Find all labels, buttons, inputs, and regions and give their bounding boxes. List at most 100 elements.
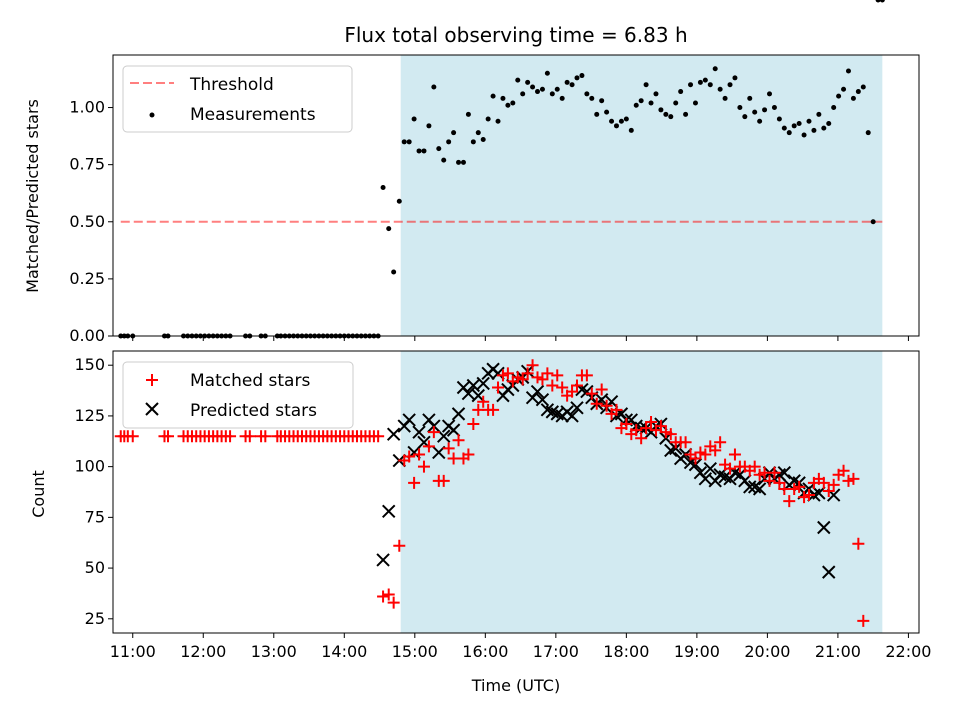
measurement-point	[757, 118, 763, 124]
matched-point	[437, 474, 450, 487]
matched-point	[541, 367, 554, 380]
measurement-point	[456, 159, 462, 165]
measurement-point	[480, 137, 486, 143]
measurement-point	[386, 226, 392, 232]
measurement-point	[604, 109, 610, 115]
measurement-point	[762, 107, 768, 113]
x-tick-label: 14:00	[321, 642, 367, 661]
matched-point	[724, 462, 737, 475]
measurement-point	[505, 102, 511, 108]
matched-point	[817, 476, 830, 489]
bottom-y-tick-label: 25	[85, 609, 105, 628]
measurement-point	[688, 82, 694, 88]
matched-point	[793, 480, 806, 493]
measurement-point	[470, 139, 476, 145]
measurement-point	[421, 148, 427, 154]
measurement-point	[653, 91, 659, 97]
matched-point	[783, 495, 796, 508]
predicted-point	[476, 376, 490, 391]
x-tick-label: 22:00	[885, 642, 931, 661]
measurement-point	[530, 84, 536, 90]
matched-point	[699, 448, 712, 461]
bottom-legend: Matched stars Predicted stars	[122, 361, 354, 429]
x-tick-label: 15:00	[392, 642, 438, 661]
legend-predicted-swatch	[145, 402, 159, 416]
matched-point	[630, 424, 643, 437]
measurement-point	[441, 157, 447, 163]
top-y-tick-label: 1.00	[69, 98, 105, 117]
measurement-point	[702, 77, 708, 83]
matched-point	[847, 472, 860, 485]
top-y-axis: 0.00 0.25 0.50 0.75 1.00	[69, 98, 113, 345]
measurement-point	[752, 109, 758, 115]
matched-point	[442, 442, 455, 455]
legend-measurements-label: Measurements	[190, 105, 316, 125]
bottom-plot-frame	[112, 350, 920, 634]
measurement-point	[569, 82, 575, 88]
x-tick-label: 16:00	[462, 642, 508, 661]
predicted-point	[382, 504, 396, 518]
matched-point	[224, 430, 237, 443]
chart-title: Flux total observing time = 6.83 h	[344, 23, 687, 47]
predicted-point	[565, 409, 579, 423]
matched-point	[387, 596, 400, 609]
matched-point	[403, 450, 416, 463]
measurement-point	[673, 100, 679, 106]
measurement-point	[732, 75, 738, 81]
matched-point	[377, 590, 390, 603]
top-y-tick-label: 0.75	[69, 155, 105, 174]
predicted-point	[752, 482, 767, 496]
matched-point	[600, 399, 613, 412]
matched-point	[521, 367, 534, 380]
matched-point	[857, 614, 870, 627]
measurement-point	[495, 118, 501, 124]
top-y-tick-label: 0.25	[69, 269, 105, 288]
measurement-point	[525, 79, 531, 85]
predicted-point	[535, 392, 550, 407]
measurement-point	[767, 91, 773, 97]
matched-point	[516, 373, 529, 386]
measurement-point	[707, 82, 713, 88]
predicted-point	[446, 423, 461, 437]
matched-point	[852, 537, 865, 550]
measurement-point	[811, 127, 817, 133]
matched-point	[827, 478, 840, 491]
x-tick-label: 12:00	[180, 642, 226, 661]
measurement-point	[747, 95, 753, 101]
measurement-point	[697, 79, 703, 85]
bottom-y-tick-label: 125	[74, 406, 105, 425]
observing-window-span-top	[400, 55, 883, 336]
measurement-point	[727, 82, 733, 88]
matched-point	[585, 387, 598, 400]
matched-point	[492, 381, 505, 394]
measurement-point	[870, 219, 876, 225]
matched-point	[551, 369, 564, 382]
measurement-point	[826, 121, 832, 127]
matched-point	[709, 444, 722, 457]
measurement-point	[648, 100, 654, 106]
predicted-point	[812, 486, 826, 500]
matched-point	[763, 474, 776, 487]
measurement-point	[460, 159, 466, 165]
measurement-point	[855, 89, 861, 95]
measurement-point	[485, 116, 491, 122]
bottom-x-axis: 11:00 12:00 13:00 14:00 15:00 16:00 17:00 18:00…	[110, 633, 931, 661]
matched-point	[546, 379, 559, 392]
measurement-point	[776, 116, 782, 122]
measurement-point	[406, 139, 412, 145]
matched-point	[462, 448, 475, 461]
measurement-point	[515, 77, 521, 83]
measurement-point	[816, 111, 822, 117]
matched-point	[417, 460, 430, 473]
matched-point	[728, 448, 741, 461]
measurement-point	[801, 132, 807, 138]
predicted-point	[530, 384, 545, 399]
measurement-point	[737, 105, 743, 111]
measurement-point	[668, 114, 674, 120]
count-series	[115, 359, 870, 627]
predicted-point	[451, 407, 466, 421]
matched-point	[679, 436, 692, 449]
matched-point	[580, 369, 593, 382]
measurement-point	[564, 79, 570, 85]
